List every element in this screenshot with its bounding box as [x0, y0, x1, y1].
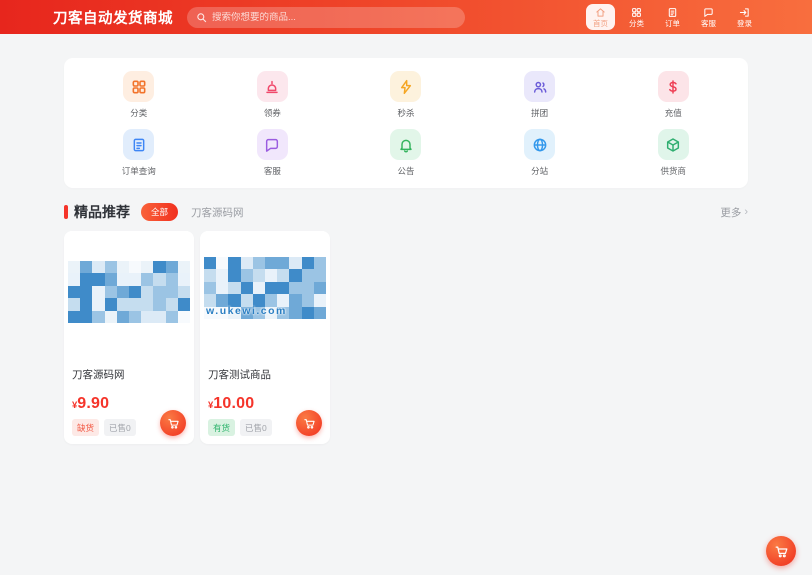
- nav-label: 客服: [701, 19, 716, 28]
- home-icon: [595, 7, 606, 18]
- service-label: 订单查询: [121, 166, 156, 176]
- horn-icon: [256, 71, 288, 102]
- stock-badge: 缺货: [72, 419, 100, 436]
- price: ¥ 10.00: [200, 382, 330, 413]
- nav-item-login[interactable]: 登录: [730, 4, 759, 30]
- product-grid: 刀客源码网 ¥ 9.90 缺货 已售0 w.ukewi.com 刀客测试商品: [64, 231, 748, 444]
- document-icon: [667, 7, 678, 18]
- filter-all-pill[interactable]: 全部: [141, 203, 179, 221]
- price-value: 9.90: [77, 395, 110, 412]
- product-title: 刀客源码网: [72, 369, 125, 381]
- nav-item-home[interactable]: 首页: [586, 4, 615, 30]
- header-nav: 首页 分类 订单: [586, 4, 759, 30]
- lightning-icon: [390, 71, 422, 102]
- search-bar[interactable]: [187, 6, 465, 28]
- service-label: 分类: [130, 108, 148, 118]
- chevron-right-icon: ›: [744, 206, 748, 218]
- nav-item-categories[interactable]: 分类: [622, 4, 651, 30]
- service-label: 分站: [531, 166, 549, 176]
- more-link[interactable]: 更多 ›: [720, 205, 748, 220]
- service-item-group-buy[interactable]: 拼团: [473, 71, 607, 119]
- price-value: 10.00: [213, 395, 255, 412]
- nav-item-orders[interactable]: 订单: [658, 4, 687, 30]
- nav-item-support[interactable]: 客服: [694, 4, 723, 30]
- product-card[interactable]: 刀客源码网 ¥ 9.90 缺货 已售0: [64, 231, 194, 444]
- service-label: 供货商: [660, 166, 686, 176]
- nav-label: 首页: [593, 19, 608, 28]
- price: ¥ 9.90: [64, 382, 194, 413]
- service-label: 公告: [397, 166, 415, 176]
- nav-label: 分类: [629, 19, 644, 28]
- header-inner: 刀客自动发货商城 首页: [53, 0, 759, 34]
- product-card[interactable]: w.ukewi.com 刀客测试商品 ¥ 10.00 有货 已售0: [200, 231, 330, 444]
- globe-icon: [524, 129, 556, 160]
- more-label: 更多: [720, 206, 742, 219]
- add-to-cart-button[interactable]: [296, 410, 322, 436]
- currency-symbol: ¥: [72, 400, 78, 411]
- image-watermark: w.ukewi.com: [206, 305, 287, 317]
- service-item-substation[interactable]: 分站: [473, 129, 607, 177]
- stock-badge: 有货: [208, 419, 236, 436]
- users-icon: [524, 71, 556, 102]
- service-item-coupons[interactable]: 领券: [206, 71, 340, 119]
- chat-icon: [703, 7, 714, 18]
- badge-row: 缺货 已售0: [64, 410, 194, 436]
- services-card: 分类 领券 秒杀: [64, 58, 748, 188]
- product-image: w.ukewi.com: [200, 231, 330, 358]
- service-item-recharge[interactable]: 充值: [606, 71, 740, 119]
- service-item-order-lookup[interactable]: 订单查询: [72, 129, 206, 177]
- site-logo[interactable]: 刀客自动发货商城: [53, 10, 173, 27]
- service-item-categories[interactable]: 分类: [72, 71, 206, 119]
- service-item-suppliers[interactable]: 供货商: [606, 129, 740, 177]
- nav-label: 登录: [737, 19, 752, 28]
- nav-label: 订单: [665, 19, 680, 28]
- sold-badge: 已售0: [240, 419, 272, 436]
- pixelated-image: [204, 257, 326, 319]
- filter-tab-daoke[interactable]: 刀客源码网: [191, 206, 244, 219]
- badge-row: 有货 已售0: [200, 410, 330, 436]
- service-item-support[interactable]: 客服: [206, 129, 340, 177]
- section-title: 精品推荐: [74, 204, 130, 220]
- service-label: 拼团: [531, 108, 549, 118]
- chat-icon: [256, 129, 288, 160]
- currency-symbol: ¥: [208, 400, 214, 411]
- add-to-cart-button[interactable]: [160, 410, 186, 436]
- document-icon: [123, 129, 155, 160]
- service-label: 领券: [263, 108, 281, 118]
- pixelated-image: [68, 261, 190, 323]
- floating-cart-button[interactable]: [766, 536, 796, 566]
- service-label: 客服: [263, 166, 281, 176]
- service-item-flash-sale[interactable]: 秒杀: [339, 71, 473, 119]
- main-content: 分类 领券 秒杀: [64, 58, 748, 444]
- app-header: 刀客自动发货商城 首页: [0, 0, 812, 34]
- search-input[interactable]: [212, 11, 456, 23]
- bell-icon: [390, 129, 422, 160]
- product-title: 刀客测试商品: [208, 369, 271, 381]
- product-image: [64, 231, 194, 358]
- sold-badge: 已售0: [104, 419, 136, 436]
- cube-icon: [657, 129, 689, 160]
- service-label: 充值: [664, 108, 682, 118]
- section-accent-bar: [64, 205, 68, 219]
- grid-icon: [631, 7, 642, 18]
- service-item-announcements[interactable]: 公告: [339, 129, 473, 177]
- login-icon: [739, 7, 750, 18]
- dollar-icon: [657, 71, 689, 102]
- service-label: 秒杀: [397, 108, 415, 118]
- recommend-section-header: 精品推荐 全部 刀客源码网 更多 ›: [64, 202, 748, 222]
- grid-icon: [123, 71, 155, 102]
- search-icon: [196, 12, 207, 23]
